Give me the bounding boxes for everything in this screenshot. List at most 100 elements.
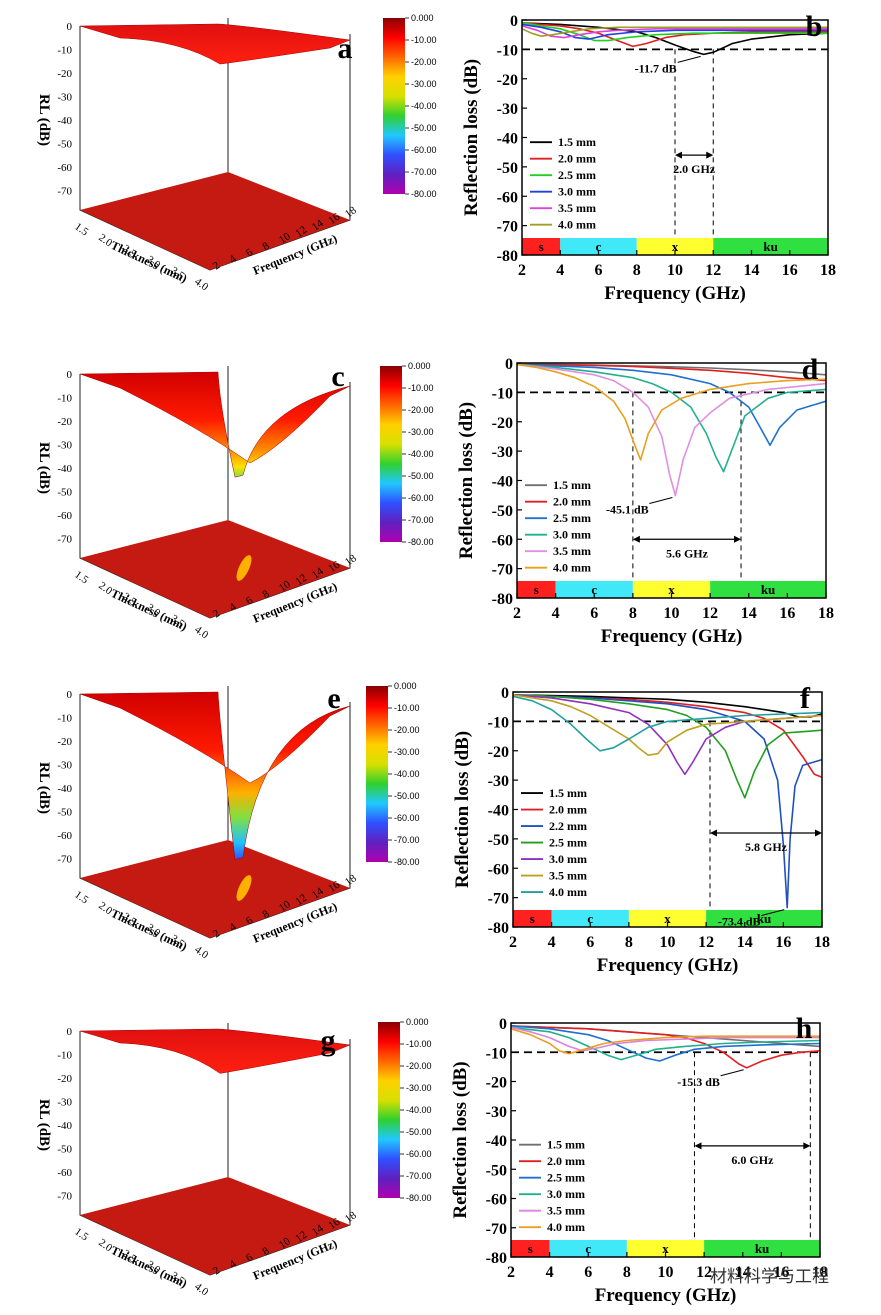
x-tick-label: 16 <box>773 1264 789 1281</box>
x-tick-label: 4 <box>548 934 556 951</box>
colorbar-tick-label: -70.00 <box>406 1171 432 1181</box>
y-tick-label: -20 <box>492 415 513 432</box>
z-tick-label: -60 <box>57 162 72 174</box>
thickness-tick-label: 1.5 <box>72 569 91 587</box>
series-line-2.0-mm <box>510 1025 821 1069</box>
z-tick-label: -40 <box>57 1120 72 1132</box>
arrow-head <box>694 1142 702 1150</box>
colorbar-tick-label: -80.00 <box>411 189 437 199</box>
band-x <box>632 581 711 598</box>
colorbar <box>380 366 402 542</box>
x-tick-label: 2 <box>507 1264 515 1281</box>
band-c <box>549 1240 627 1257</box>
x-tick-label: 16 <box>775 934 791 951</box>
panel-label: b <box>806 10 823 43</box>
floor-projection <box>80 520 350 618</box>
rl-surface <box>79 1028 351 1074</box>
x-tick-label: 2 <box>509 934 517 951</box>
series-line-3.0-mm <box>510 1026 821 1061</box>
colorbar-tick-label: 0.000 <box>406 1017 429 1027</box>
legend-label: 2.0 mm <box>553 495 591 509</box>
series-line-2.5-mm <box>510 1025 821 1062</box>
series-line-3.0-mm <box>512 694 823 776</box>
y-tick-label: 0 <box>505 356 513 373</box>
x-tick-label: 14 <box>744 262 760 279</box>
colorbar <box>383 18 405 194</box>
y-tick-label: -60 <box>486 1192 507 1209</box>
bandwidth-annotation: 5.6 GHz <box>666 546 709 560</box>
frequency-tick-label: 8 <box>260 588 272 601</box>
z-tick-label: -30 <box>57 92 72 104</box>
arrow-head <box>675 151 682 159</box>
band-label-x: x <box>664 911 671 926</box>
legend-label: 3.5 mm <box>549 869 587 883</box>
series-line-4.0-mm <box>512 695 823 752</box>
colorbar-tick-label: -60.00 <box>406 1149 432 1159</box>
band-label-s: s <box>530 911 535 926</box>
legend-label: 2.0 mm <box>547 1154 585 1168</box>
x-tick-label: 14 <box>735 1264 751 1281</box>
thickness-tick-label: 1.5 <box>72 1226 91 1244</box>
z-tick-label: -70 <box>57 534 72 546</box>
bandwidth-annotation: 2.0 GHz <box>673 162 716 176</box>
x-tick-label: 12 <box>698 934 714 951</box>
band-c <box>560 238 637 255</box>
colorbar-tick-label: -10.00 <box>406 1039 432 1049</box>
legend-label: 3.0 mm <box>549 852 587 866</box>
legend-label: 4.0 mm <box>558 218 596 232</box>
z-tick-label: 0 <box>67 369 73 381</box>
bandwidth-annotation: 5.8 GHz <box>745 840 788 854</box>
legend-label: 2.5 mm <box>549 836 587 850</box>
colorbar-tick-label: -20.00 <box>408 405 434 415</box>
frequency-tick-label: 6 <box>244 914 256 927</box>
colorbar-tick-label: 0.000 <box>394 681 417 691</box>
series-line-2.0-mm <box>512 694 823 778</box>
reflection-loss-chart-h: s c x ku 2 4 6 8 10 12 14 16 18 0 -10 -20 -30 -40 -50 -60 -7… <box>450 1012 828 1306</box>
colorbar-tick-label: -30.00 <box>411 79 437 89</box>
z-tick-label: -20 <box>57 1073 72 1085</box>
colorbar-tick-label: 0.000 <box>408 361 431 371</box>
z-tick-label: -50 <box>57 487 72 499</box>
colorbar-tick-label: -20.00 <box>394 725 420 735</box>
colorbar-tick-label: -10.00 <box>394 703 420 713</box>
y-axis-label: Reflection loss (dB) <box>452 731 473 888</box>
legend-label: 1.5 mm <box>547 1138 585 1152</box>
thickness-tick-label: 1.5 <box>72 889 91 907</box>
band-x <box>626 1240 705 1257</box>
legend-label: 1.5 mm <box>549 786 587 800</box>
colorbar-tick-label: -40.00 <box>394 769 420 779</box>
x-tick-label: 2 <box>518 262 526 279</box>
x-tick-label: 18 <box>820 262 836 279</box>
z-tick-label: -10 <box>57 1050 72 1062</box>
series-line-3.5-mm <box>516 363 827 497</box>
legend-label: 3.5 mm <box>547 1204 585 1218</box>
colorbar-tick-label: -20.00 <box>406 1061 432 1071</box>
x-axis-label: Frequency (GHz) <box>604 283 746 304</box>
band-ku <box>710 581 826 598</box>
frequency-tick-label: 2 <box>211 927 222 940</box>
thickness-tick-label: 4.0 <box>192 1281 211 1299</box>
y-tick-label: -10 <box>492 385 513 402</box>
x-tick-label: 10 <box>658 1264 674 1281</box>
z-tick-label: -20 <box>57 416 72 428</box>
y-axis-label: Reflection loss (dB) <box>461 59 482 216</box>
rl-surface <box>79 371 351 478</box>
legend-label: 1.5 mm <box>558 135 596 149</box>
reflection-loss-chart-d: s c x ku 2 4 6 8 10 12 14 16 18 0 -10 -20 -30 -40 -50 -60 -7… <box>456 353 834 647</box>
band-label-c: c <box>591 582 597 597</box>
z-tick-label: -10 <box>57 713 72 725</box>
colorbar-tick-label: -50.00 <box>394 791 420 801</box>
x-tick-label: 10 <box>660 934 676 951</box>
legend-label: 2.0 mm <box>549 803 587 817</box>
band-ku <box>713 238 828 255</box>
z-tick-label: -40 <box>57 783 72 795</box>
z-tick-label: -30 <box>57 1097 72 1109</box>
z-tick-label: -40 <box>57 463 72 475</box>
colorbar <box>366 686 388 862</box>
colorbar-tick-label: -60.00 <box>408 493 434 503</box>
peak-pointer <box>649 496 673 504</box>
reflection-loss-chart-f: s c x ku 2 4 6 8 10 12 14 16 18 0 -10 -20 -30 -40 -50 -60 -7… <box>452 682 830 976</box>
panel-label: c <box>331 360 344 393</box>
